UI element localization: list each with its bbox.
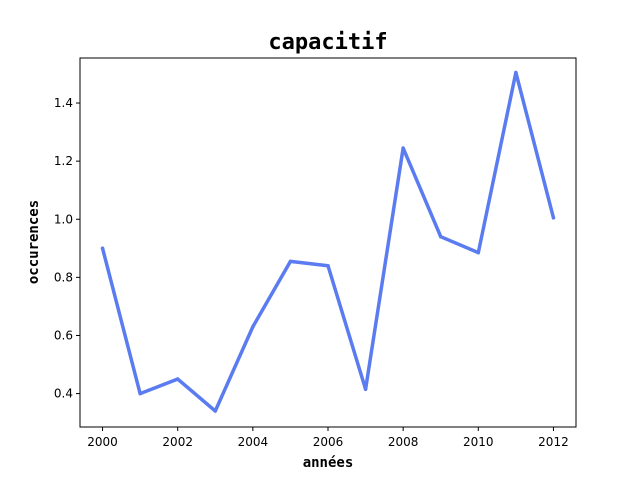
x-tick-label: 2004 [238, 435, 269, 449]
series-line [100, 70, 556, 413]
x-tick-label: 2012 [538, 435, 569, 449]
y-axis-label: occurences [26, 200, 42, 284]
y-tick-label: 1.0 [54, 212, 73, 226]
x-tick-label: 2008 [388, 435, 419, 449]
data-point [251, 325, 255, 329]
y-tick-label: 0.6 [54, 328, 73, 342]
data-point [326, 263, 330, 268]
data-point [514, 70, 518, 75]
data-point [363, 387, 368, 391]
data-point [100, 246, 105, 251]
x-axis-ticks: 2000 2002 2004 2006 2008 2010 2012 [87, 427, 569, 449]
data-point [213, 409, 218, 413]
y-tick-label: 1.2 [54, 154, 73, 168]
x-tick-label: 2002 [162, 435, 193, 449]
data-point [438, 234, 443, 239]
y-tick-label: 1.4 [54, 96, 73, 110]
data-point [551, 216, 556, 220]
y-tick-label: 0.4 [54, 387, 73, 401]
chart-title: capacitif [268, 30, 387, 55]
x-tick-label: 2010 [463, 435, 494, 449]
data-point [288, 259, 293, 264]
data-point [175, 377, 180, 381]
data-point [401, 146, 405, 150]
y-tick-label: 0.8 [54, 270, 73, 284]
x-axis-label: années [303, 455, 354, 471]
x-tick-label: 2006 [313, 435, 344, 449]
axes-frame [79, 57, 577, 428]
data-point [476, 250, 481, 255]
data-point [138, 391, 142, 396]
x-tick-label: 2000 [87, 435, 118, 449]
plot-area: 0.40.60.81.01.21.4 2000 2002 2004 2006 2008 2… [54, 57, 577, 449]
y-axis-ticks: 0.4 0.6 0.8 1.0 1.2 1.4 [54, 96, 80, 401]
